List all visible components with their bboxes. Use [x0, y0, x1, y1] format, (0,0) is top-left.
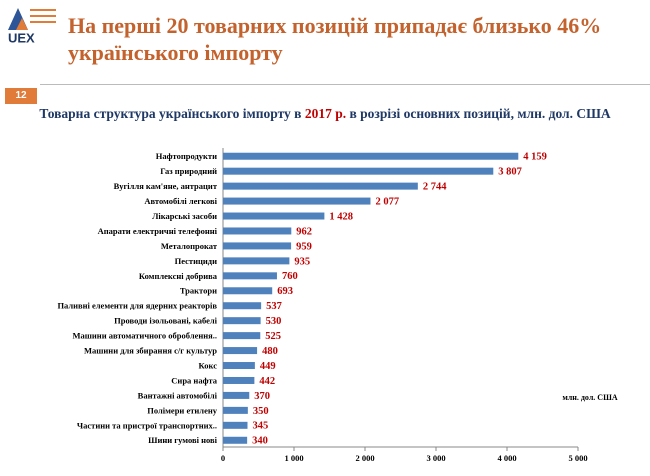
value-label: 340 — [252, 436, 268, 447]
bar — [223, 152, 519, 160]
x-tick-label: 2 000 — [355, 453, 374, 463]
y-tick-label: Вантажні автомобілі — [138, 390, 218, 400]
bar — [223, 257, 290, 265]
bar — [223, 182, 418, 190]
value-label: 442 — [259, 376, 275, 387]
y-tick-label: Металопрокат — [161, 241, 218, 251]
value-label: 480 — [262, 346, 278, 357]
bar — [223, 227, 292, 235]
value-label: 370 — [254, 391, 270, 402]
y-tick-label: Нафтопродукти — [156, 151, 217, 161]
x-tick-label: 5 000 — [568, 453, 587, 463]
y-tick-label: Лікарські засоби — [152, 211, 217, 221]
logo-text: UEX — [8, 30, 35, 44]
subtitle-text: Товарна структура українського імпорту в — [39, 106, 305, 121]
value-label: 2 744 — [423, 182, 447, 193]
bar — [223, 302, 262, 310]
value-label: 530 — [266, 316, 282, 327]
bar — [223, 421, 248, 429]
bar — [223, 317, 261, 325]
y-tick-label: Газ природний — [160, 166, 217, 176]
y-tick-label: Кокс — [199, 360, 218, 370]
bar — [223, 376, 255, 384]
subtitle-text: в розрізі основних позицій, млн. дол. СШ… — [346, 106, 611, 121]
bar — [223, 212, 325, 220]
value-label: 1 428 — [329, 211, 353, 222]
x-tick-label: 3 000 — [426, 453, 445, 463]
y-tick-label: Сира нафта — [171, 375, 217, 385]
y-tick-label: Паливні елементи для ядерних реакторів — [57, 301, 217, 311]
value-label: 449 — [260, 361, 276, 372]
bar — [223, 391, 250, 399]
bar — [223, 272, 277, 280]
slide-number: 12 — [5, 88, 37, 104]
bar — [223, 242, 292, 250]
slide-title: На перші 20 товарних позицій припадає бл… — [68, 12, 648, 66]
y-tick-label: Комплексні добрива — [139, 271, 218, 281]
y-tick-label: Полімери етилену — [147, 405, 217, 415]
logo: UEX — [8, 8, 56, 44]
value-label: 962 — [296, 226, 312, 237]
y-tick-label: Апарати електричні телефонні — [98, 226, 218, 236]
unit-note: млн. дол. США — [562, 393, 618, 402]
bar — [223, 347, 258, 355]
title-line: українського імпорту — [68, 40, 283, 65]
value-label: 350 — [253, 406, 269, 417]
bar — [223, 406, 248, 414]
y-tick-label: Шини гумові нові — [148, 435, 217, 445]
value-label: 4 159 — [523, 152, 547, 163]
subtitle-year: 2017 р. — [304, 106, 347, 121]
value-label: 3 807 — [498, 167, 522, 178]
divider — [40, 84, 650, 85]
x-tick-label: 1 000 — [284, 453, 303, 463]
value-label: 693 — [277, 286, 293, 297]
y-tick-label: Пестициди — [175, 256, 217, 266]
title-line: На перші 20 товарних позицій припадає бл… — [68, 13, 602, 38]
chart-subtitle: Товарна структура українського імпорту в… — [0, 106, 650, 122]
x-tick-label: 4 000 — [497, 453, 516, 463]
value-label: 935 — [294, 256, 310, 267]
bar — [223, 332, 261, 340]
bar — [223, 167, 494, 175]
y-tick-label: Частини та пристрої транспортних.. — [77, 420, 217, 430]
bar — [223, 197, 371, 205]
bar — [223, 287, 273, 295]
y-tick-label: Вугілля кам'яне, антрацит — [114, 181, 218, 191]
bar — [223, 436, 248, 444]
y-tick-label: Трактори — [180, 286, 217, 296]
value-label: 537 — [266, 301, 282, 312]
y-tick-label: Машини для збирання с/г культур — [84, 346, 217, 356]
value-label: 345 — [252, 421, 268, 432]
value-label: 2 077 — [375, 196, 399, 207]
bar — [223, 362, 255, 370]
y-tick-label: Автомобілі легкові — [144, 196, 217, 206]
y-tick-label: Проводи ізольовані, кабелі — [114, 316, 217, 326]
y-tick-label: Машини автоматичного оброблення.. — [72, 331, 217, 341]
value-label: 959 — [296, 241, 312, 252]
value-label: 760 — [282, 271, 298, 282]
x-tick-label: 0 — [221, 453, 225, 463]
value-label: 525 — [265, 331, 281, 342]
